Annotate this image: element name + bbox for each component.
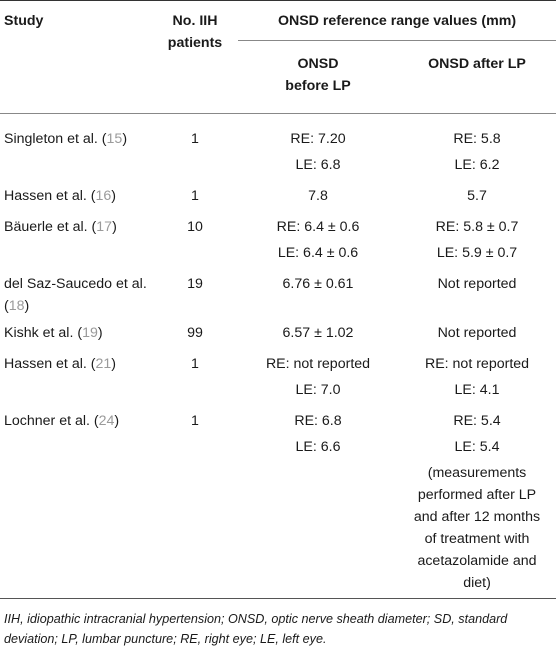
before-value: 6.57 ± 1.02 (282, 325, 354, 341)
before-value: LE: 6.4 ± 0.6 (277, 245, 359, 261)
before-cell: RE: 6.8 LE: 6.6 (238, 406, 398, 599)
study-cell: Lochner et al. (24) (0, 406, 152, 599)
table-row: del Saz-Saucedo et al. (18) 19 6.76 ± 0.61… (0, 269, 556, 318)
table-row: Hassen et al. (21) 1 RE: not reported LE: 7… (0, 349, 556, 406)
reference-close: ) (111, 188, 116, 204)
before-cell: RE: 6.4 ± 0.6 LE: 6.4 ± 0.6 (238, 212, 398, 269)
after-value: Not reported (437, 325, 517, 341)
study-name: Lochner et al. ( (4, 413, 99, 429)
after-cell: Not reported (398, 269, 556, 318)
table-row: Kishk et al. (19) 99 6.57 ± 1.02 Not report… (0, 318, 556, 349)
before-value: RE: not reported (265, 356, 371, 372)
after-value: (measurements performed after LP and aft… (413, 465, 541, 591)
before-value: LE: 6.8 (295, 157, 341, 173)
study-name: del Saz-Saucedo et al. ( (4, 276, 147, 314)
after-cell: 5.7 (398, 181, 556, 212)
study-cell: Singleton et al. (15) (0, 114, 152, 182)
before-cell: 6.76 ± 0.61 (238, 269, 398, 318)
patients-cell: 10 (187, 219, 203, 235)
reference-number: 15 (106, 131, 123, 147)
reference-number: 18 (8, 298, 25, 314)
study-name: Singleton et al. ( (4, 131, 107, 147)
after-value: RE: 5.8 ± 0.7 (435, 219, 519, 235)
header-study: Study (0, 0, 152, 113)
reference-close: ) (97, 325, 103, 341)
study-name: Hassen et al. ( (4, 356, 96, 372)
reference-close: ) (122, 131, 128, 147)
table-body: Singleton et al. (15) 1 RE: 7.20 LE: 6.8 RE:… (0, 114, 556, 599)
patients-cell: 1 (191, 131, 199, 147)
before-value: LE: 6.6 (295, 439, 341, 455)
reference-close: ) (114, 413, 120, 429)
table-row: Bäuerle et al. (17) 10 RE: 6.4 ± 0.6 LE: 6.… (0, 212, 556, 269)
after-value: Not reported (437, 276, 517, 292)
before-cell: RE: not reported LE: 7.0 (238, 349, 398, 406)
reference-number: 21 (95, 356, 112, 372)
study-cell: Hassen et al. (16) (0, 181, 152, 212)
study-cell: del Saz-Saucedo et al. (18) (0, 269, 152, 318)
before-value: 6.76 ± 0.61 (282, 276, 354, 292)
table-row: Lochner et al. (24) 1 RE: 6.8 LE: 6.6 RE: 5.… (0, 406, 556, 599)
before-value: LE: 7.0 (295, 382, 341, 398)
reference-number: 24 (98, 413, 115, 429)
reference-close: ) (111, 356, 116, 372)
study-name: Hassen et al. ( (4, 188, 96, 204)
after-value: LE: 5.9 ± 0.7 (436, 245, 518, 261)
after-cell: RE: 5.8 ± 0.7 LE: 5.9 ± 0.7 (398, 212, 556, 269)
reference-number: 16 (95, 188, 112, 204)
header-patients: No. IIH patients (152, 0, 238, 113)
header-before: ONSD before LP (285, 56, 351, 94)
table-row: Hassen et al. (16) 1 7.8 5.7 (0, 181, 556, 212)
before-cell: 7.8 (238, 181, 398, 212)
header-after: ONSD after LP (428, 56, 526, 72)
before-value: RE: 6.4 ± 0.6 (276, 219, 360, 235)
patients-cell: 1 (152, 406, 238, 599)
study-cell: Bäuerle et al. (17) (0, 212, 152, 269)
before-value: RE: 7.20 (290, 131, 346, 147)
after-value: RE: 5.8 (453, 131, 501, 147)
before-value: RE: 6.8 (294, 413, 342, 429)
after-value: LE: 4.1 (454, 382, 500, 398)
study-name: Kishk et al. ( (4, 325, 83, 341)
study-cell: Kishk et al. (19) (0, 318, 152, 349)
patients-cell: 1 (191, 188, 199, 204)
reference-close: ) (24, 298, 30, 314)
header-range: ONSD reference range values (mm) (238, 0, 556, 41)
table-footnote: IIH, idiopathic intracranial hypertensio… (4, 612, 508, 646)
after-cell: RE: not reported LE: 4.1 (398, 349, 556, 406)
after-cell: Not reported (398, 318, 556, 349)
before-cell: RE: 7.20 LE: 6.8 (238, 114, 398, 182)
reference-number: 17 (96, 219, 113, 235)
after-value: LE: 5.4 (454, 439, 500, 455)
patients-cell: 19 (187, 276, 203, 292)
after-value: LE: 6.2 (454, 157, 500, 173)
study-cell: Hassen et al. (21) (0, 349, 152, 406)
before-value: 7.8 (308, 188, 328, 204)
patients-cell: 1 (191, 356, 199, 372)
patients-cell: 99 (187, 325, 203, 341)
reference-number: 19 (82, 325, 98, 341)
after-cell: RE: 5.8 LE: 6.2 (398, 114, 556, 182)
after-cell: RE: 5.4 LE: 5.4 (measurements performed af… (398, 406, 556, 599)
study-name: Bäuerle et al. ( (4, 219, 97, 235)
reference-close: ) (112, 219, 117, 235)
after-value: RE: 5.4 (453, 413, 501, 429)
after-value: RE: not reported (424, 356, 530, 372)
before-cell: 6.57 ± 1.02 (238, 318, 398, 349)
after-value: 5.7 (467, 188, 487, 204)
table-row: Singleton et al. (15) 1 RE: 7.20 LE: 6.8 RE:… (0, 114, 556, 182)
onsd-table: Study No. IIH patients ONSD reference ra… (0, 0, 556, 599)
